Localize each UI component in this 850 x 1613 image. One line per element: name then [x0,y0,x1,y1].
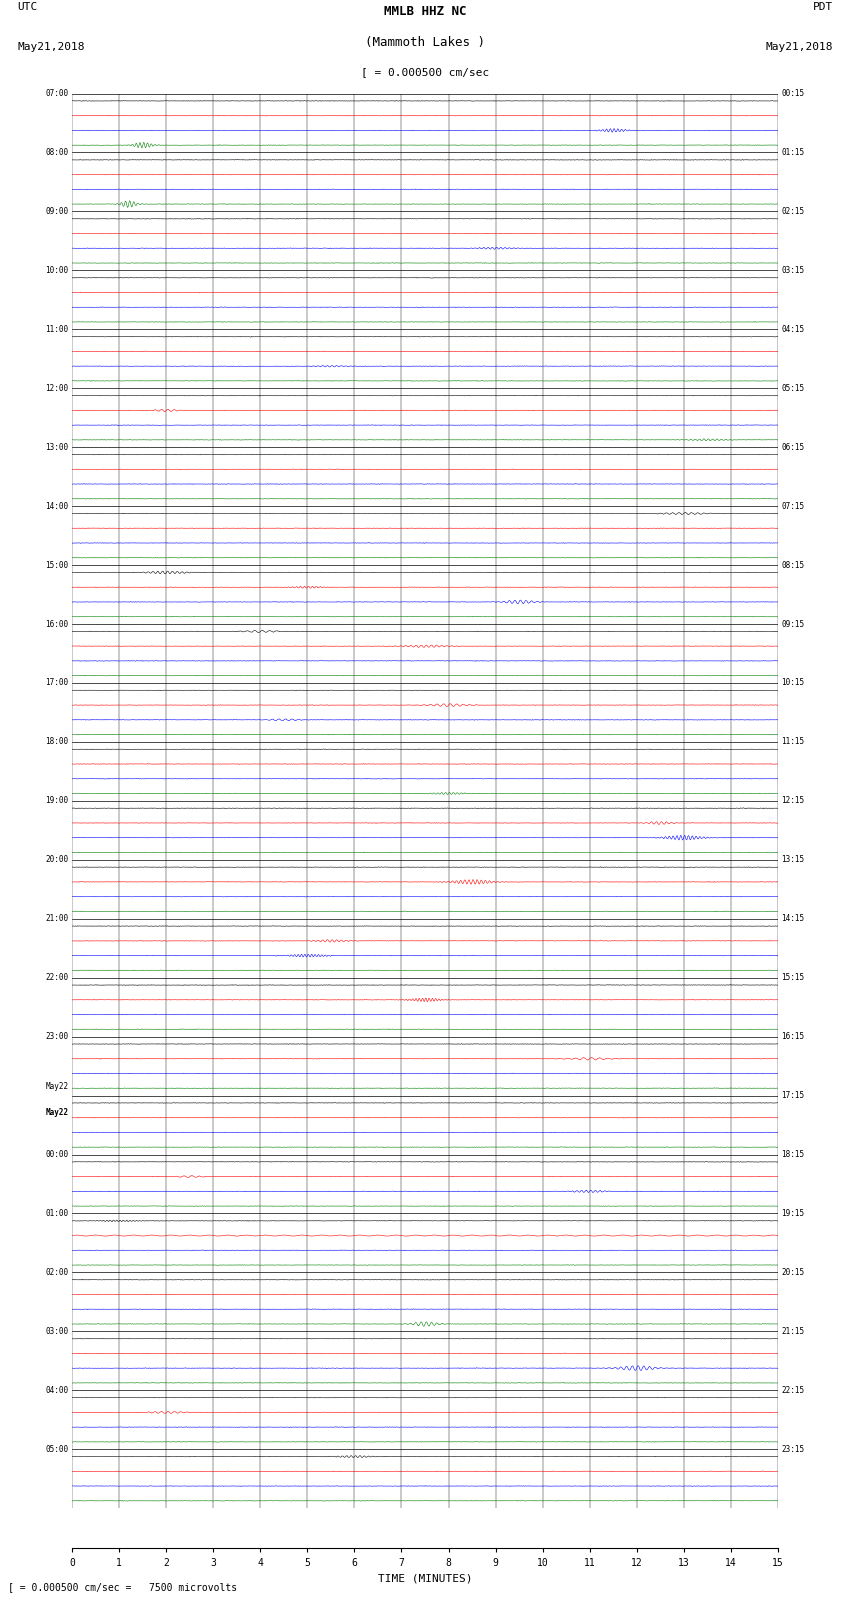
Text: 06:15: 06:15 [781,442,804,452]
Text: 17:00: 17:00 [46,679,69,687]
Text: 00:00: 00:00 [46,1150,69,1160]
Text: 04:00: 04:00 [46,1386,69,1395]
Text: 02:15: 02:15 [781,206,804,216]
Text: (Mammoth Lakes ): (Mammoth Lakes ) [365,35,485,48]
Text: 08:00: 08:00 [46,148,69,156]
Text: May21,2018: May21,2018 [17,42,84,52]
Text: 21:00: 21:00 [46,915,69,923]
Text: 12:15: 12:15 [781,797,804,805]
Text: 02:00: 02:00 [46,1268,69,1277]
Text: 22:15: 22:15 [781,1386,804,1395]
Text: 05:00: 05:00 [46,1445,69,1453]
Text: 11:15: 11:15 [781,737,804,747]
Text: 14:00: 14:00 [46,502,69,511]
Text: 20:15: 20:15 [781,1268,804,1277]
Text: May22: May22 [46,1082,69,1092]
Text: [ = 0.000500 cm/sec =   7500 microvolts: [ = 0.000500 cm/sec = 7500 microvolts [8,1582,238,1592]
Text: [ = 0.000500 cm/sec: [ = 0.000500 cm/sec [361,68,489,77]
Text: 19:15: 19:15 [781,1210,804,1218]
Text: 16:00: 16:00 [46,619,69,629]
Text: 23:15: 23:15 [781,1445,804,1453]
Text: 08:15: 08:15 [781,561,804,569]
Text: 09:15: 09:15 [781,619,804,629]
Text: 17:15: 17:15 [781,1090,804,1100]
Text: 01:00: 01:00 [46,1210,69,1218]
Text: 13:00: 13:00 [46,442,69,452]
Text: 20:00: 20:00 [46,855,69,865]
Text: 10:00: 10:00 [46,266,69,274]
Text: May22: May22 [46,1108,69,1118]
Text: 10:15: 10:15 [781,679,804,687]
Text: MMLB HHZ NC: MMLB HHZ NC [383,5,467,18]
Text: 14:15: 14:15 [781,915,804,923]
Text: PDT: PDT [813,2,833,11]
Text: 13:15: 13:15 [781,855,804,865]
Text: 00:15: 00:15 [781,89,804,98]
Text: 07:00: 07:00 [46,89,69,98]
Text: 03:15: 03:15 [781,266,804,274]
Text: 21:15: 21:15 [781,1327,804,1336]
Text: 19:00: 19:00 [46,797,69,805]
Text: 15:15: 15:15 [781,973,804,982]
Text: 18:00: 18:00 [46,737,69,747]
Text: 22:00: 22:00 [46,973,69,982]
Text: 05:15: 05:15 [781,384,804,392]
Text: 01:15: 01:15 [781,148,804,156]
Text: 04:15: 04:15 [781,324,804,334]
Text: UTC: UTC [17,2,37,11]
Text: 03:00: 03:00 [46,1327,69,1336]
Text: 16:15: 16:15 [781,1032,804,1040]
Text: 07:15: 07:15 [781,502,804,511]
Text: 23:00: 23:00 [46,1032,69,1040]
Text: 18:15: 18:15 [781,1150,804,1160]
Text: 11:00: 11:00 [46,324,69,334]
Text: 15:00: 15:00 [46,561,69,569]
Text: May21,2018: May21,2018 [766,42,833,52]
Text: 12:00: 12:00 [46,384,69,392]
Text: 09:00: 09:00 [46,206,69,216]
X-axis label: TIME (MINUTES): TIME (MINUTES) [377,1573,473,1582]
